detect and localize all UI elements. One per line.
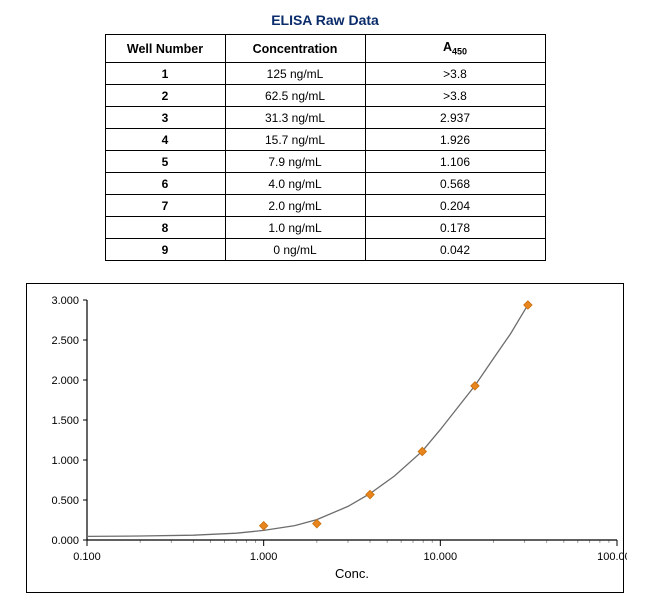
y-tick-label: 0.000: [51, 535, 79, 547]
cell-well: 9: [105, 239, 225, 261]
cell-well: 1: [105, 63, 225, 85]
cell-a450: 0.568: [365, 173, 545, 195]
y-tick-label: 1.000: [51, 455, 79, 467]
x-tick-label: 1.000: [250, 551, 278, 563]
table-row: 1125 ng/mL>3.8: [105, 63, 545, 85]
cell-a450: >3.8: [365, 85, 545, 107]
cell-well: 7: [105, 195, 225, 217]
data-point: [259, 522, 267, 530]
cell-conc: 125 ng/mL: [225, 63, 365, 85]
cell-well: 6: [105, 173, 225, 195]
table-row: 90 ng/mL0.042: [105, 239, 545, 261]
col-header-a450: A450: [365, 35, 545, 63]
cell-conc: 62.5 ng/mL: [225, 85, 365, 107]
cell-a450: 2.937: [365, 107, 545, 129]
elisa-data-table: Well Number Concentration A450 1125 ng/m…: [105, 34, 546, 261]
cell-a450: 0.204: [365, 195, 545, 217]
cell-well: 4: [105, 129, 225, 151]
cell-conc: 0 ng/mL: [225, 239, 365, 261]
col-header-well: Well Number: [105, 35, 225, 63]
y-tick-label: 2.500: [51, 335, 79, 347]
chart-frame: 0.000 0.500 1.000 1.500 2.000 2.500 3.000 0.100…: [26, 283, 624, 593]
cell-conc: 31.3 ng/mL: [225, 107, 365, 129]
y-tick-label: 3.000: [51, 295, 79, 307]
x-tick-label: 100.000: [597, 551, 627, 563]
table-row: 262.5 ng/mL>3.8: [105, 85, 545, 107]
y-tick-label: 0.500: [51, 495, 79, 507]
table-row: 72.0 ng/mL0.204: [105, 195, 545, 217]
table-row: 57.9 ng/mL1.106: [105, 151, 545, 173]
cell-well: 3: [105, 107, 225, 129]
cell-conc: 4.0 ng/mL: [225, 173, 365, 195]
x-tick-label: 0.100: [73, 551, 101, 563]
table-row: 81.0 ng/mL0.178: [105, 217, 545, 239]
elisa-chart: 0.000 0.500 1.000 1.500 2.000 2.500 3.000 0.100…: [39, 294, 627, 584]
cell-conc: 2.0 ng/mL: [225, 195, 365, 217]
table-row: 64.0 ng/mL0.568: [105, 173, 545, 195]
x-axis-label: Conc.: [335, 566, 369, 581]
cell-a450: 1.106: [365, 151, 545, 173]
cell-a450: 0.178: [365, 217, 545, 239]
col-header-conc: Concentration: [225, 35, 365, 63]
data-point: [524, 301, 532, 309]
cell-conc: 7.9 ng/mL: [225, 151, 365, 173]
fit-curve: [87, 305, 528, 537]
cell-a450: 0.042: [365, 239, 545, 261]
cell-a450: >3.8: [365, 63, 545, 85]
table-row: 331.3 ng/mL2.937: [105, 107, 545, 129]
cell-conc: 15.7 ng/mL: [225, 129, 365, 151]
y-tick-label: 1.500: [51, 415, 79, 427]
x-tick-label: 10.000: [424, 551, 458, 563]
cell-a450: 1.926: [365, 129, 545, 151]
page-title: ELISA Raw Data: [20, 12, 630, 28]
y-tick-label: 2.000: [51, 375, 79, 387]
cell-well: 5: [105, 151, 225, 173]
cell-well: 8: [105, 217, 225, 239]
cell-well: 2: [105, 85, 225, 107]
table-row: 415.7 ng/mL1.926: [105, 129, 545, 151]
cell-conc: 1.0 ng/mL: [225, 217, 365, 239]
